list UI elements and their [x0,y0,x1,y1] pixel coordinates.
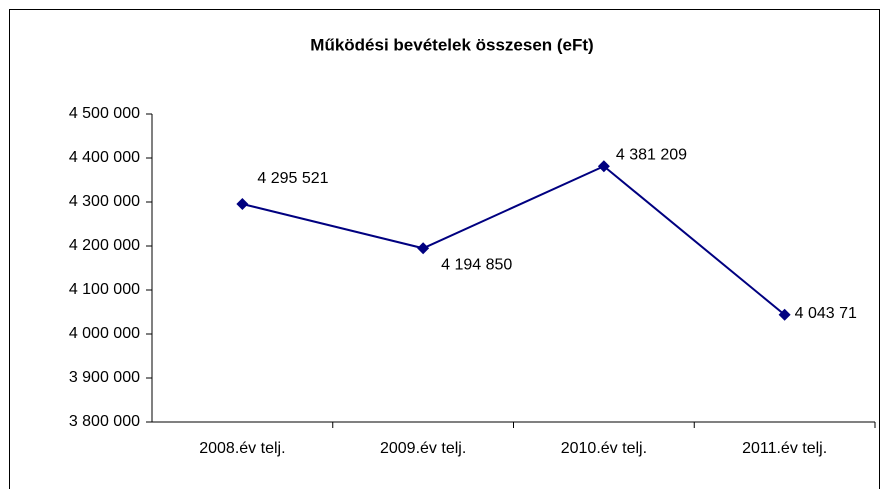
y-tick-label: 4 200 000 [69,237,140,254]
x-tick-label: 2008.év telj. [199,440,285,457]
y-tick-label: 4 300 000 [69,193,140,210]
chart-title: Működési bevételek összesen (eFt) [310,35,593,54]
x-tick-label: 2009.év telj. [380,440,466,457]
y-tick-label: 4 400 000 [69,149,140,166]
data-label: 4 295 521 [257,170,328,187]
y-tick-label: 4 000 000 [69,325,140,342]
y-tick-label: 3 800 000 [69,413,140,430]
data-label: 4 043 71 [795,305,857,322]
marker [597,160,610,173]
chart-frame [9,9,880,489]
line [242,165,786,316]
marker [236,197,249,210]
y-tick-label: 3 900 000 [69,369,140,386]
y-tick-label: 4 500 000 [69,105,140,122]
x-tick-label: 2011.év telj. [742,440,827,457]
x-tick-label: 2010.év telj. [561,440,647,457]
data-label: 4 381 209 [616,146,687,163]
marker [417,242,430,255]
data-label: 4 194 850 [441,256,512,273]
marker [778,308,791,321]
y-tick-label: 4 100 000 [69,281,140,298]
